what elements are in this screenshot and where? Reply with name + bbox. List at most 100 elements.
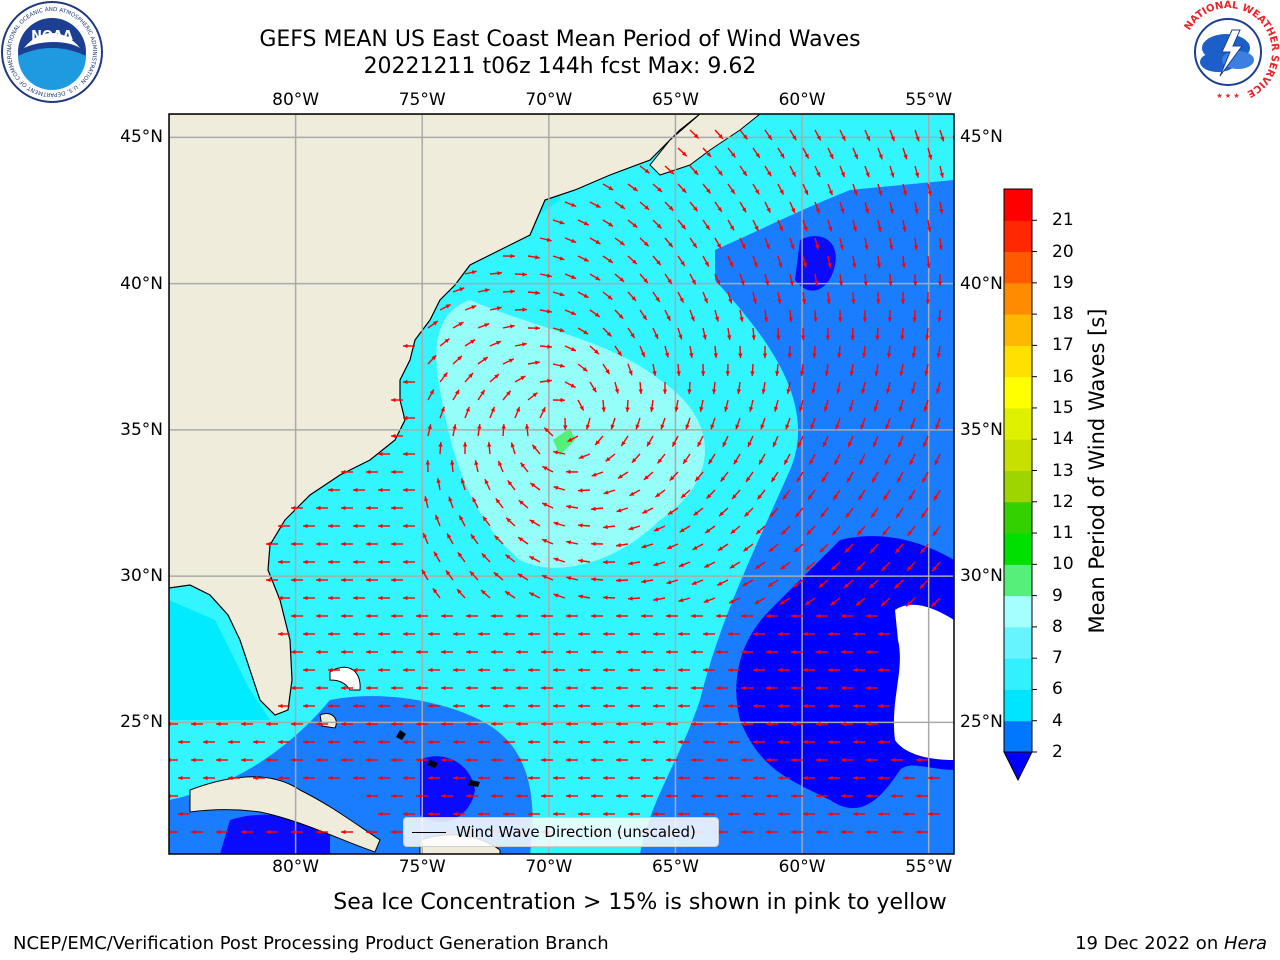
- wave-direction-arrowhead: [726, 335, 732, 340]
- wave-direction-arrowhead: [866, 649, 871, 655]
- wave-direction-arrowhead: [772, 441, 777, 447]
- wave-direction-arrowhead: [919, 583, 925, 589]
- wave-direction-arrowhead: [666, 685, 671, 691]
- wave-direction-arrowhead: [341, 685, 346, 691]
- wave-direction-arrowhead: [717, 581, 723, 586]
- wave-direction-arrowhead: [828, 775, 833, 781]
- wave-direction-arrowhead: [303, 775, 308, 781]
- wave-direction-arrowhead: [291, 757, 296, 763]
- wave-direction-arrowhead: [520, 462, 526, 468]
- wave-direction-arrowhead: [754, 225, 759, 231]
- wave-direction-arrowhead: [800, 335, 806, 340]
- wave-direction-arrowhead: [936, 353, 941, 358]
- wave-direction-arrowhead: [763, 317, 769, 322]
- wave-direction-arrowhead: [578, 739, 583, 745]
- wave-direction-arrowhead: [563, 425, 568, 430]
- wave-direction-arrowhead: [741, 207, 747, 213]
- wave-direction-arrowhead: [291, 577, 296, 583]
- wave-direction-arrowhead: [553, 485, 559, 491]
- wave-direction-arrowhead: [811, 388, 816, 394]
- wave-direction-arrowhead: [834, 459, 839, 465]
- wave-direction-arrowhead: [728, 775, 733, 781]
- wave-direction-arrowhead: [778, 262, 783, 268]
- wave-direction-arrowhead: [617, 474, 623, 479]
- wave-direction-arrowhead: [767, 134, 772, 140]
- wave-direction-arrowhead: [490, 406, 495, 412]
- wave-direction-arrowhead: [366, 541, 371, 547]
- wave-direction-arrowhead: [865, 136, 870, 142]
- wave-direction-arrowhead: [291, 505, 296, 511]
- wave-direction-arrowhead: [838, 281, 844, 286]
- wave-direction-arrowhead: [653, 631, 658, 637]
- wave-direction-arrowhead: [914, 172, 920, 178]
- wave-direction-arrowhead: [567, 437, 573, 442]
- lon-tick-label: 60°W: [778, 857, 826, 877]
- wave-direction-arrowhead: [582, 366, 588, 372]
- footer-date: 19 Dec 2022 on Hera: [1075, 933, 1267, 954]
- wave-direction-arrowhead: [668, 242, 673, 248]
- lon-tick-label: 80°W: [272, 90, 320, 110]
- wave-direction-arrowhead: [328, 559, 333, 565]
- wave-direction-arrowhead: [528, 667, 533, 673]
- wave-direction-arrowhead: [516, 649, 521, 655]
- wave-direction-arrowhead: [566, 685, 571, 691]
- wave-direction-arrowhead: [595, 440, 600, 446]
- wave-direction-arrowhead: [753, 739, 758, 745]
- wave-direction-arrowhead: [676, 371, 681, 376]
- wave-direction-arrowhead: [654, 333, 659, 339]
- wave-direction-arrowhead: [495, 498, 501, 504]
- wave-direction-arrowhead: [864, 244, 869, 250]
- wave-direction-arrowhead: [856, 565, 862, 571]
- wave-direction-arrowhead: [378, 739, 383, 745]
- wave-direction-arrowhead: [241, 721, 246, 727]
- wave-direction-arrowhead: [900, 335, 905, 340]
- wave-direction-arrowhead: [692, 545, 698, 550]
- wave-direction-arrowhead: [798, 406, 804, 412]
- wave-direction-arrowhead: [891, 829, 896, 835]
- wave-direction-arrowhead: [640, 352, 645, 358]
- wave-direction-arrowhead: [353, 775, 358, 781]
- wave-direction-arrowhead: [203, 775, 208, 781]
- wave-direction-arrowhead: [316, 613, 321, 619]
- wave-direction-arrowhead: [391, 721, 396, 727]
- wave-direction-arrowhead: [866, 829, 871, 835]
- wave-direction-arrowhead: [453, 811, 458, 817]
- wave-direction-arrowhead: [583, 257, 589, 262]
- wave-direction-arrowhead: [923, 406, 928, 412]
- wave-direction-arrowhead: [441, 757, 446, 763]
- wave-direction-arrowhead: [566, 649, 571, 655]
- wave-direction-arrowhead: [730, 529, 736, 534]
- wave-direction-arrowhead: [434, 551, 439, 557]
- wave-direction-arrowhead: [653, 667, 658, 673]
- wave-direction-arrowhead: [441, 613, 446, 619]
- map-title: GEFS MEAN US East Coast Mean Period of W…: [259, 27, 861, 52]
- wave-direction-arrowhead: [921, 513, 926, 519]
- wave-direction-arrowhead: [750, 371, 755, 376]
- wave-direction-arrowhead: [738, 353, 743, 358]
- wave-direction-arrowhead: [875, 335, 880, 340]
- wave-direction-arrowhead: [703, 703, 708, 709]
- wave-direction-arrowhead: [466, 685, 471, 691]
- wave-direction-arrowhead: [541, 793, 546, 799]
- wave-direction-arrowhead: [216, 757, 221, 763]
- wave-direction-arrowhead: [466, 721, 471, 727]
- wave-direction-arrowhead: [578, 594, 584, 599]
- wave-direction-arrowhead: [933, 530, 938, 536]
- wave-direction-arrowhead: [853, 739, 858, 745]
- wave-direction-arrowhead: [571, 238, 577, 243]
- wave-direction-arrowhead: [878, 631, 883, 637]
- wave-direction-arrowhead: [678, 775, 683, 781]
- wave-direction-arrowhead: [435, 514, 440, 520]
- wave-direction-arrowhead: [833, 494, 838, 500]
- wave-direction-arrowhead: [664, 352, 670, 358]
- wave-direction-arrowhead: [643, 278, 648, 284]
- wave-direction-arrowhead: [291, 721, 296, 727]
- lon-tick-label: 70°W: [525, 857, 573, 877]
- wave-direction-arrowhead: [928, 811, 933, 817]
- wave-direction-arrowhead: [491, 685, 496, 691]
- wave-direction-arrowhead: [908, 495, 913, 501]
- wave-direction-arrowhead: [803, 631, 808, 637]
- wave-direction-arrowhead: [591, 721, 596, 727]
- wave-direction-arrowhead: [178, 775, 183, 781]
- wave-direction-arrowhead: [566, 576, 572, 581]
